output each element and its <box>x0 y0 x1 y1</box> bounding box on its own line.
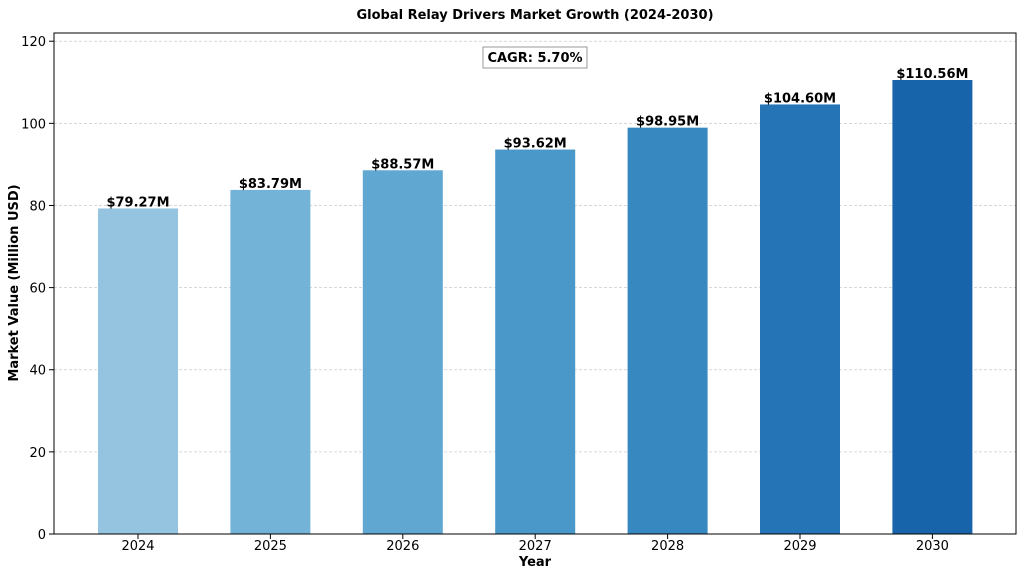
x-tick-label: 2029 <box>783 539 816 554</box>
data-label: $88.57M <box>371 157 434 172</box>
y-axis-label: Market Value (Million USD) <box>7 184 22 381</box>
data-label: $83.79M <box>239 177 302 192</box>
bar-2026 <box>362 170 443 534</box>
bar-2025 <box>230 189 311 534</box>
y-tick-label: 20 <box>29 446 46 461</box>
data-label: $79.27M <box>106 195 169 210</box>
y-tick-label: 0 <box>38 528 46 543</box>
x-axis-label: Year <box>518 555 552 570</box>
y-tick-label: 60 <box>29 282 46 297</box>
y-tick-label: 120 <box>21 35 46 50</box>
data-labels: $79.27M $83.79M $88.57M $93.62M $98.95M $104.… <box>106 67 968 210</box>
x-tick-label: 2025 <box>254 539 287 554</box>
x-tick-label: 2030 <box>916 539 949 554</box>
x-tick-label: 2027 <box>519 539 552 554</box>
data-label: $93.62M <box>504 137 567 152</box>
x-axis: 2024 2025 2026 2027 2028 2029 2030 <box>121 534 949 554</box>
y-axis: 0 20 40 60 80 100 120 <box>21 35 54 543</box>
data-label: $104.60M <box>764 91 836 106</box>
y-tick-label: 40 <box>29 364 46 379</box>
bars <box>98 79 973 535</box>
bar-2024 <box>98 208 178 534</box>
data-label: $110.56M <box>896 67 968 82</box>
x-tick-label: 2026 <box>386 539 419 554</box>
y-tick-label: 80 <box>29 199 46 214</box>
bar-2027 <box>495 149 576 534</box>
x-tick-label: 2024 <box>121 539 154 554</box>
annotation-text: CAGR: 5.70% <box>487 51 582 66</box>
data-label: $98.95M <box>636 115 699 130</box>
bar-2030 <box>892 79 973 535</box>
annotation-box <box>482 46 588 69</box>
chart-title: Global Relay Drivers Market Growth (2024… <box>356 8 713 23</box>
x-tick-label: 2028 <box>651 539 684 554</box>
y-tick-label: 100 <box>21 117 46 132</box>
cagr-annotation: CAGR: 5.70% <box>482 46 588 69</box>
bar-2028 <box>627 127 708 534</box>
bar-2029 <box>760 104 840 534</box>
